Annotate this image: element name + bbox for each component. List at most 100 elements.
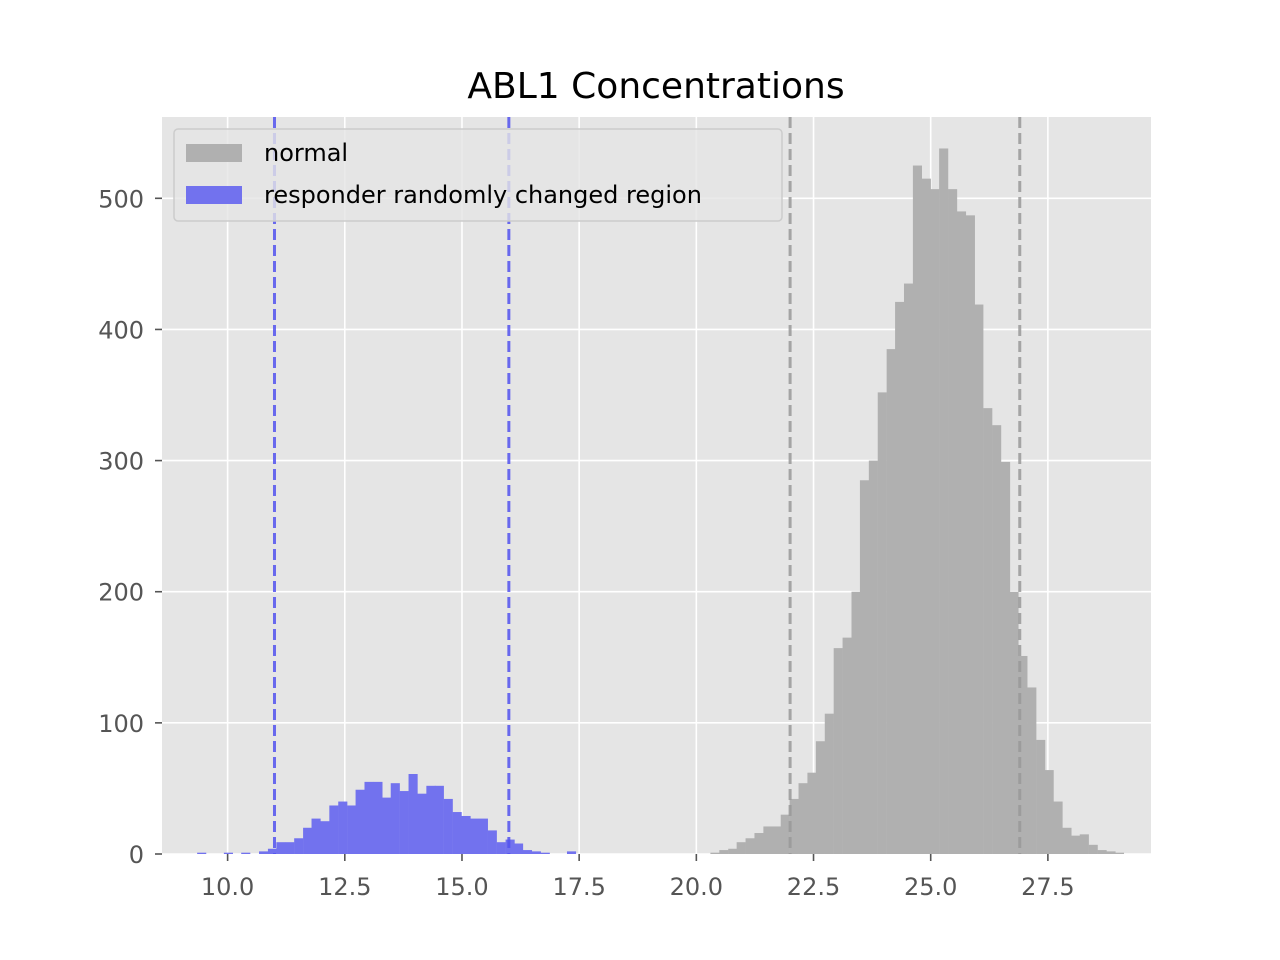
histogram-bar bbox=[276, 842, 286, 854]
histogram-bar bbox=[364, 781, 374, 854]
histogram-bar bbox=[197, 852, 207, 854]
histogram-bar bbox=[311, 818, 321, 854]
histogram-bar bbox=[833, 648, 843, 854]
histogram-bar bbox=[303, 827, 313, 854]
histogram-bar bbox=[399, 791, 409, 854]
histogram-bar bbox=[355, 789, 365, 854]
histogram-bar bbox=[390, 783, 400, 854]
histogram-bar bbox=[956, 211, 967, 854]
legend-swatch-responder bbox=[186, 186, 242, 204]
histogram-bar bbox=[772, 826, 782, 854]
histogram-bar bbox=[1044, 770, 1054, 854]
histogram-bar bbox=[807, 772, 817, 854]
histogram-bar bbox=[1053, 801, 1063, 854]
histogram-bar bbox=[1009, 591, 1019, 854]
histogram-bar bbox=[496, 842, 506, 854]
histogram-bar bbox=[728, 848, 738, 854]
histogram-bar bbox=[859, 480, 870, 854]
histogram-bar bbox=[921, 178, 931, 854]
histogram-bar bbox=[851, 591, 861, 854]
histogram-bar bbox=[824, 713, 834, 854]
histogram-bar bbox=[443, 798, 453, 854]
histogram-bar bbox=[1036, 739, 1046, 854]
histogram-bar bbox=[267, 848, 278, 854]
histogram-bar bbox=[320, 821, 330, 854]
chart-title: ABL1 Concentrations bbox=[467, 66, 844, 107]
histogram-bar bbox=[939, 148, 949, 854]
histogram-bar bbox=[452, 812, 462, 854]
histogram-bar bbox=[531, 851, 541, 854]
x-axis: 10.0 12.5 15.0 17.5 20.0 22.5 25.0 27.5 bbox=[201, 854, 1075, 901]
histogram-bar bbox=[992, 425, 1002, 854]
histogram-bar bbox=[745, 838, 755, 854]
histogram-bar bbox=[974, 304, 984, 855]
histogram-bar bbox=[965, 215, 975, 854]
histogram-bar bbox=[719, 850, 729, 854]
y-tick-label: 100 bbox=[98, 710, 144, 738]
histogram-bar bbox=[710, 852, 720, 854]
y-tick-label: 200 bbox=[98, 579, 144, 607]
legend-swatch-normal bbox=[186, 144, 242, 162]
histogram-bar bbox=[329, 805, 339, 854]
histogram-bar bbox=[338, 801, 348, 854]
series-normal bbox=[710, 148, 1125, 855]
histogram-bar bbox=[223, 852, 233, 854]
histogram-bar bbox=[259, 851, 269, 854]
histogram-bar bbox=[948, 189, 958, 854]
histogram-bar bbox=[1001, 461, 1011, 854]
x-tick-label: 15.0 bbox=[435, 873, 488, 901]
histogram-bar bbox=[1018, 655, 1028, 854]
legend: normal responder randomly changed region bbox=[173, 128, 783, 222]
x-tick-label: 27.5 bbox=[1021, 873, 1074, 901]
histogram-bar bbox=[763, 826, 773, 854]
histogram-bar bbox=[868, 460, 878, 854]
x-tick-label: 22.5 bbox=[787, 873, 840, 901]
x-tick-label: 20.0 bbox=[670, 873, 723, 901]
legend-label-responder: responder randomly changed region bbox=[264, 181, 702, 209]
histogram-bar bbox=[1062, 827, 1072, 854]
histogram-bar bbox=[1071, 835, 1081, 854]
x-tick-label: 10.0 bbox=[201, 873, 254, 901]
histogram-bar bbox=[912, 165, 923, 854]
y-axis: 0 100 200 300 400 500 bbox=[98, 185, 162, 869]
histogram-bar bbox=[285, 842, 295, 854]
histogram-bar bbox=[754, 833, 764, 854]
y-tick-label: 500 bbox=[98, 185, 144, 213]
histogram-bar bbox=[514, 843, 524, 854]
histogram-bar bbox=[886, 349, 896, 854]
histogram-bar bbox=[382, 797, 392, 854]
histogram-bar bbox=[347, 805, 357, 854]
histogram-bar bbox=[1088, 844, 1098, 854]
histogram-bar bbox=[983, 408, 993, 854]
threshold-lines bbox=[272, 117, 1022, 854]
histogram-bar bbox=[1114, 852, 1125, 854]
histogram-bar bbox=[815, 741, 825, 854]
histogram-bar bbox=[522, 850, 533, 854]
histogram-bar bbox=[930, 189, 940, 854]
histogram-bar bbox=[373, 781, 383, 854]
histogram-bar bbox=[487, 830, 497, 854]
histogram-bar bbox=[1079, 834, 1089, 854]
histogram-bar bbox=[798, 783, 808, 854]
y-tick-label: 400 bbox=[98, 316, 144, 344]
histogram-bar bbox=[1027, 687, 1037, 854]
y-tick-label: 0 bbox=[129, 841, 144, 869]
histogram-bar bbox=[877, 392, 887, 854]
histogram-bar bbox=[408, 774, 418, 854]
histogram-bar bbox=[842, 637, 852, 854]
histogram-bar bbox=[1106, 851, 1116, 854]
y-tick-label: 300 bbox=[98, 448, 144, 476]
histogram-bar bbox=[736, 842, 746, 854]
histogram-bar bbox=[789, 798, 799, 854]
histogram-bar bbox=[903, 283, 914, 854]
histogram-bar bbox=[294, 838, 304, 854]
x-tick-label: 12.5 bbox=[318, 873, 371, 901]
x-tick-label: 17.5 bbox=[552, 873, 605, 901]
histogram-bar bbox=[417, 793, 427, 854]
histogram-bar bbox=[426, 785, 436, 854]
legend-label-normal: normal bbox=[264, 139, 348, 167]
legend-box bbox=[173, 128, 783, 222]
histogram-bar bbox=[241, 852, 251, 854]
histogram-bar bbox=[566, 851, 577, 854]
